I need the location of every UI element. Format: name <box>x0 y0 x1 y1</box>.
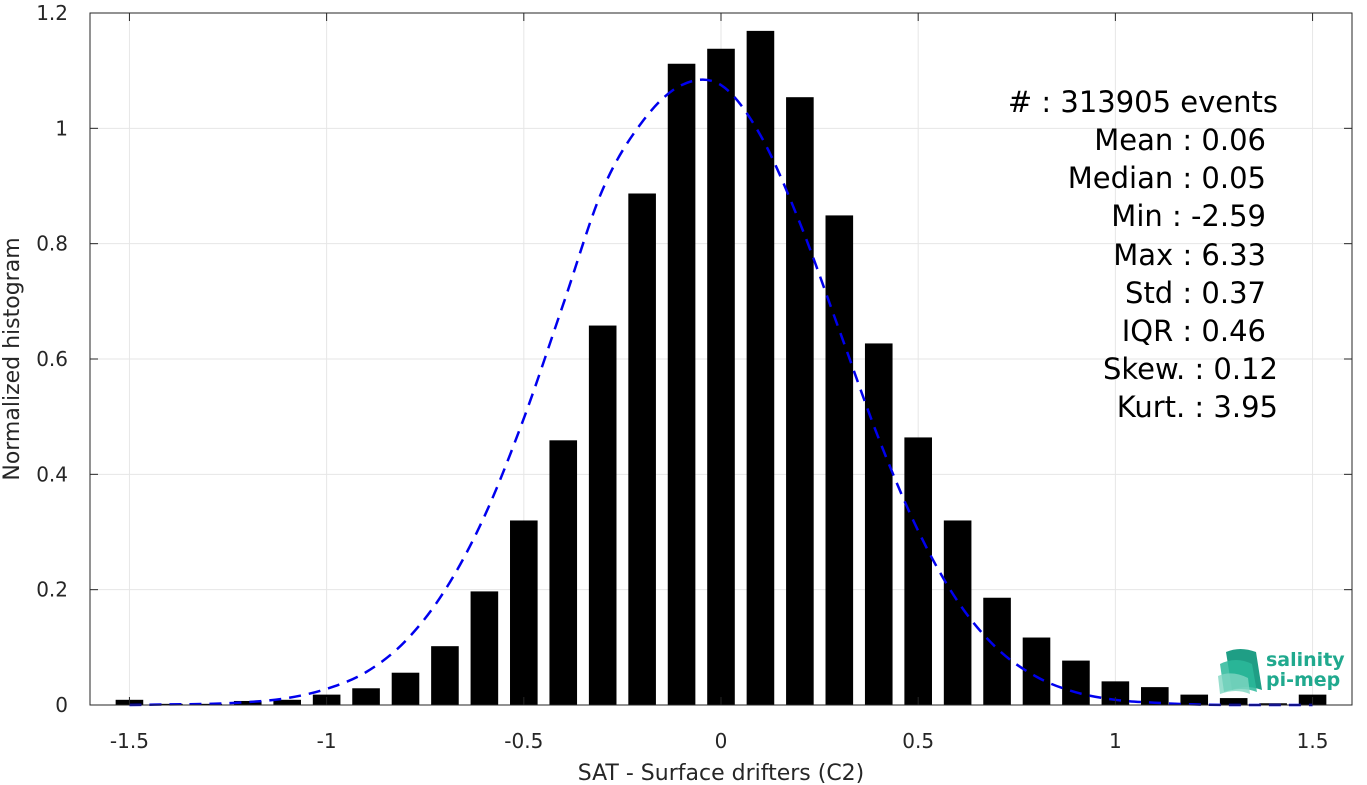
x-tick-label: -1.5 <box>110 729 149 753</box>
stat-max: Max : 6.33 <box>1113 238 1266 272</box>
histogram-bar <box>983 597 1011 705</box>
histogram-bar <box>825 215 854 705</box>
histogram-bar <box>1141 687 1169 705</box>
histogram-bar <box>273 699 301 705</box>
x-tick-label: 0 <box>715 729 728 753</box>
y-tick-label: 1.2 <box>36 1 68 25</box>
histogram-bars <box>115 30 1327 706</box>
histogram-bar <box>1180 694 1209 705</box>
stats-box: # : 313905 events Mean : 0.06 Median : 0… <box>1008 85 1278 424</box>
histogram-bar <box>904 437 932 705</box>
histogram-bar <box>1062 660 1090 705</box>
histogram-bar <box>628 193 656 705</box>
histogram-bar <box>391 672 420 705</box>
logo-text-pimep: pi-mep <box>1266 669 1340 691</box>
y-tick-label: 0 <box>55 693 68 717</box>
histogram-bar <box>746 30 775 706</box>
histogram-bar <box>943 520 972 705</box>
y-tick-label: 1 <box>55 116 68 140</box>
histogram-bar <box>549 440 578 705</box>
histogram-bar <box>470 591 499 705</box>
histogram-bar <box>667 63 696 706</box>
stat-mean: Mean : 0.06 <box>1094 123 1266 157</box>
histogram-bar <box>431 646 459 705</box>
stat-median: Median : 0.05 <box>1068 161 1266 195</box>
stat-skew: Skew. : 0.12 <box>1103 352 1278 386</box>
x-tick-label: 0.5 <box>902 729 934 753</box>
histogram-bar <box>1022 637 1051 705</box>
y-tick-labels: 0 0.2 0.4 0.6 0.8 1 1.2 <box>36 1 68 717</box>
axis-ticks <box>90 12 1352 706</box>
x-tick-label: -1 <box>317 729 337 753</box>
stat-count: # : 313905 events <box>1008 85 1278 119</box>
histogram-bar <box>1219 698 1248 705</box>
stat-min: Min : -2.59 <box>1111 199 1266 233</box>
histogram-bar <box>194 703 223 705</box>
histogram-bar <box>352 688 380 705</box>
histogram-bar <box>864 343 893 705</box>
x-tick-label: 1.5 <box>1297 729 1329 753</box>
x-tick-labels: -1.5 -1 -0.5 0 0.5 1 1.5 <box>110 729 1329 753</box>
y-tick-label: 0.2 <box>36 578 68 602</box>
histogram-bar <box>588 325 617 705</box>
stat-kurt: Kurt. : 3.95 <box>1117 390 1278 424</box>
histogram-bar <box>1101 681 1130 705</box>
stat-std: Std : 0.37 <box>1125 276 1266 310</box>
histogram-bar <box>707 48 735 705</box>
histogram-bar <box>786 97 814 705</box>
histogram-bar <box>155 703 183 705</box>
stat-iqr: IQR : 0.46 <box>1122 314 1266 348</box>
y-tick-label: 0.6 <box>36 347 68 371</box>
histogram-bar <box>233 700 262 705</box>
x-tick-label: -0.5 <box>504 729 543 753</box>
histogram-bar <box>510 520 538 705</box>
x-axis-label: SAT - Surface drifters (C2) <box>578 761 865 785</box>
y-tick-label: 0.4 <box>36 462 68 486</box>
x-tick-label: 1 <box>1109 729 1122 753</box>
wave-logo-icon <box>1218 649 1262 694</box>
salinity-pimep-logo: salinity pi-mep <box>1218 649 1345 694</box>
gaussian-fit-line <box>129 78 1313 707</box>
logo-text-salinity: salinity <box>1266 649 1345 671</box>
y-tick-label: 0.8 <box>36 232 68 256</box>
y-axis-label: Normalized histogram <box>0 237 25 480</box>
